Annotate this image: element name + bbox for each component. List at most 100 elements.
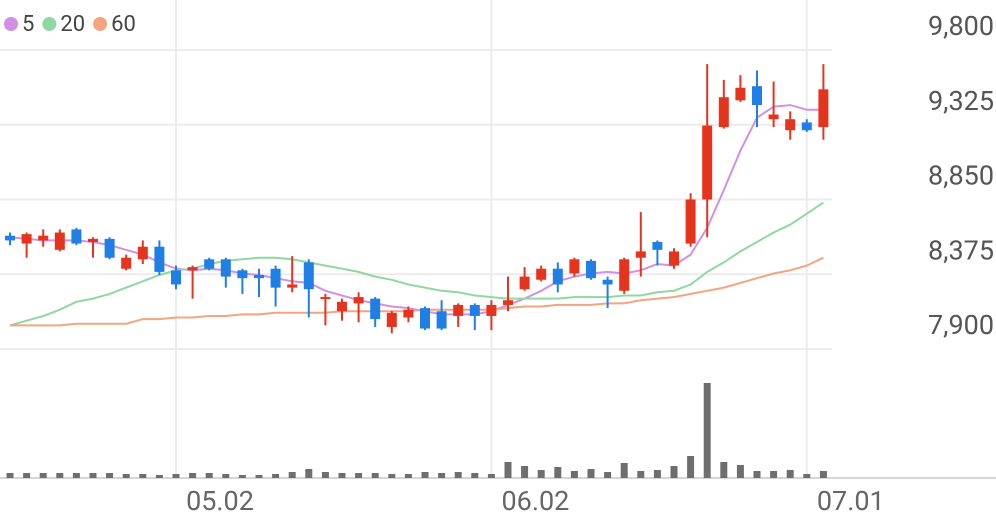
ma-line	[10, 256, 824, 327]
candle-body	[586, 260, 596, 279]
candle-body	[88, 238, 98, 242]
volume-bar	[272, 474, 280, 478]
volume-bar	[421, 472, 429, 478]
candle-body	[436, 311, 447, 329]
volume-bar	[338, 473, 346, 478]
candle-body	[818, 89, 829, 128]
volume-bar	[570, 471, 578, 478]
candle-body	[104, 238, 115, 258]
candle-body	[669, 251, 679, 266]
volume-bar	[388, 474, 396, 478]
candle-body	[503, 300, 513, 305]
candle-body	[519, 276, 530, 290]
candle-body	[569, 259, 580, 274]
candle-body	[54, 232, 65, 250]
volume-bar	[604, 472, 612, 478]
volume-bar	[753, 471, 761, 478]
candle-body	[403, 309, 414, 318]
legend-label: 60	[111, 12, 136, 37]
volume-bar	[89, 473, 97, 478]
candle-body	[38, 235, 49, 241]
candle-body	[204, 259, 215, 269]
volume-bar	[23, 473, 31, 478]
candle-body	[685, 199, 696, 244]
volume-bar	[803, 474, 811, 478]
volume-bar	[537, 470, 545, 478]
candle-body	[486, 304, 497, 316]
volume-bar	[620, 463, 628, 478]
volume-bar	[404, 474, 412, 478]
volume-bar	[122, 474, 130, 478]
volume-bar	[6, 473, 14, 478]
volume-bar	[720, 462, 728, 478]
x-tick-label: 06.02	[501, 485, 569, 517]
candle-body	[220, 259, 231, 277]
volume-bar	[736, 465, 744, 478]
volume-bar	[438, 473, 446, 478]
candle-body	[270, 268, 281, 288]
volume-bar	[670, 466, 678, 478]
legend-marker	[4, 17, 18, 31]
candle-body	[752, 86, 762, 106]
candle-body	[453, 304, 464, 316]
volume-bar	[454, 472, 462, 478]
legend-label: 20	[60, 12, 85, 37]
candle-body	[71, 229, 82, 244]
candle-body	[652, 241, 663, 250]
candle-body	[552, 268, 563, 285]
volume-bar	[487, 474, 495, 478]
volume-bar	[355, 473, 363, 478]
x-tick-label: 07.01	[817, 485, 885, 517]
candle-body	[536, 268, 547, 280]
volume-bar	[687, 456, 695, 478]
candle-body	[353, 297, 364, 304]
candle-body	[469, 304, 480, 316]
volume-bar	[371, 473, 379, 478]
volume-bar	[155, 475, 163, 478]
volume-bar	[703, 383, 711, 478]
candle-body	[386, 312, 397, 327]
candle-body	[337, 301, 347, 312]
candle-body	[287, 284, 298, 288]
candle-body	[303, 262, 314, 290]
legend-label: 5	[22, 12, 34, 37]
volume-bar	[521, 466, 529, 478]
candle-body	[121, 257, 132, 269]
volume-bar	[189, 473, 197, 478]
candle-body	[187, 267, 198, 271]
y-tick-label: 8,375	[928, 234, 994, 266]
volume-bar	[554, 467, 562, 478]
volume-bar	[321, 472, 329, 478]
volume-bar	[819, 471, 827, 478]
volume-bar	[238, 475, 246, 478]
candle-body	[21, 234, 32, 244]
candle-body	[370, 298, 381, 320]
candle-body	[237, 270, 248, 279]
legend-marker	[93, 17, 108, 31]
candle-body	[619, 259, 630, 291]
volume-bar	[139, 474, 147, 478]
candle-body	[785, 119, 796, 131]
ma-line	[9, 201, 824, 327]
candle-body	[635, 251, 646, 258]
volume-bar	[305, 469, 313, 478]
candle-body	[420, 308, 430, 329]
volume-bar	[56, 473, 64, 478]
candle-body	[5, 235, 15, 241]
volume-bar	[288, 472, 296, 478]
volume-bar	[770, 471, 778, 478]
candle-body	[154, 246, 165, 272]
candle-body	[718, 97, 729, 128]
y-tick-label: 8,850	[928, 160, 994, 192]
y-tick-label: 9,325	[928, 85, 994, 117]
candle-body	[702, 125, 713, 200]
volume-bar	[504, 462, 512, 478]
volume-bar	[587, 469, 595, 478]
volume-bar	[222, 474, 230, 478]
candle-body	[602, 279, 613, 285]
volume-bar	[106, 473, 114, 478]
volume-bar	[205, 473, 213, 478]
candle-body	[254, 275, 264, 279]
volume-bar	[786, 470, 794, 478]
